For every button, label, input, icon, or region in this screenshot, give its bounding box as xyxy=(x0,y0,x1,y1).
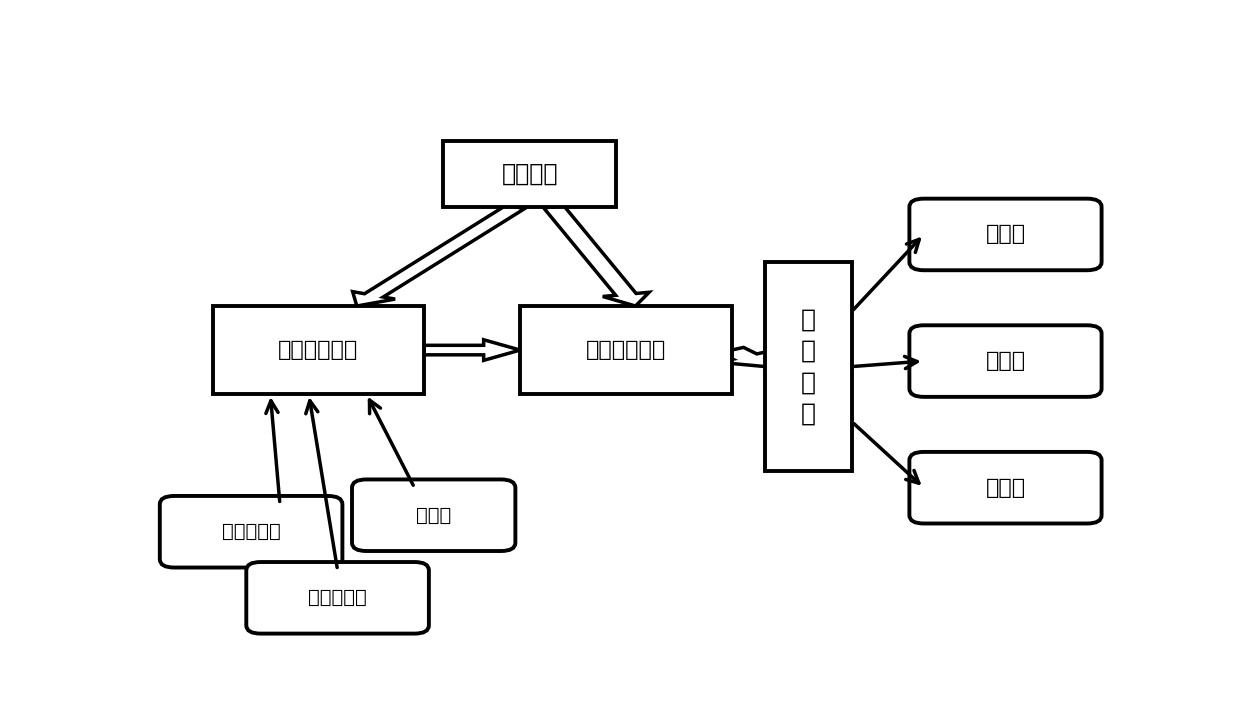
FancyBboxPatch shape xyxy=(909,452,1101,523)
Text: 震动器: 震动器 xyxy=(986,351,1025,371)
FancyBboxPatch shape xyxy=(352,480,516,551)
FancyBboxPatch shape xyxy=(247,562,429,633)
Text: 蜂鸣器: 蜂鸣器 xyxy=(986,478,1025,498)
Text: 角度感应器: 角度感应器 xyxy=(309,588,367,607)
Polygon shape xyxy=(352,205,525,306)
FancyBboxPatch shape xyxy=(521,306,732,394)
Text: 数据处理装置: 数据处理装置 xyxy=(585,340,666,360)
Text: 毫米波雷达: 毫米波雷达 xyxy=(222,522,280,541)
FancyBboxPatch shape xyxy=(160,496,342,568)
FancyBboxPatch shape xyxy=(909,199,1101,270)
FancyBboxPatch shape xyxy=(444,141,616,207)
FancyBboxPatch shape xyxy=(213,306,424,394)
Text: 警
示
装
置: 警 示 装 置 xyxy=(801,307,816,426)
Text: 显示屏: 显示屏 xyxy=(986,225,1025,245)
Text: 信息采集装置: 信息采集装置 xyxy=(278,340,358,360)
FancyBboxPatch shape xyxy=(909,325,1101,397)
Text: 摄像头: 摄像头 xyxy=(417,506,451,525)
Polygon shape xyxy=(424,340,521,360)
Polygon shape xyxy=(719,347,771,367)
Text: 供电装置: 供电装置 xyxy=(501,162,558,186)
Polygon shape xyxy=(543,206,649,306)
FancyBboxPatch shape xyxy=(765,262,852,471)
